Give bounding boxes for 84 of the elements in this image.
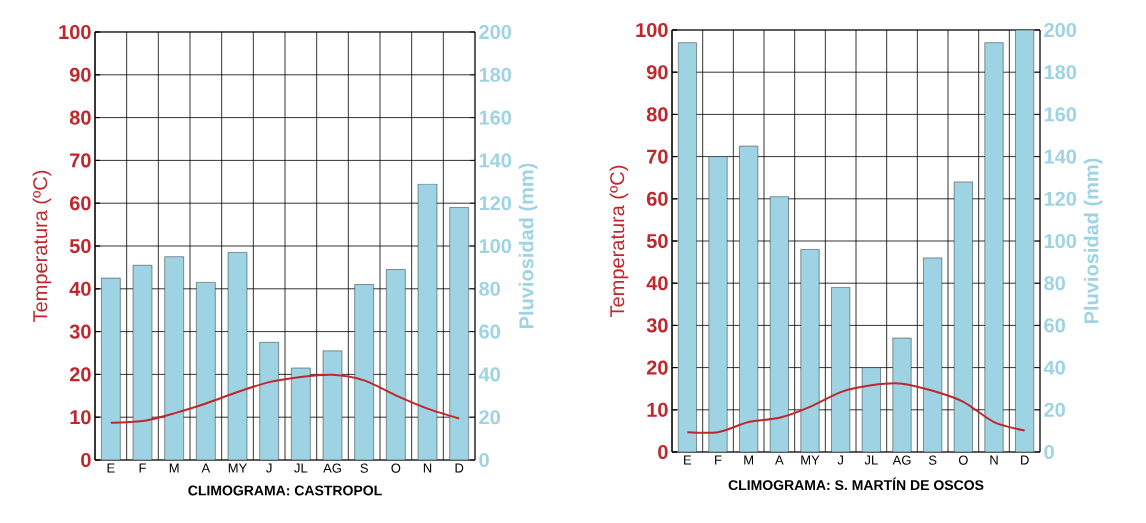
y-tick-label: 50 xyxy=(646,233,668,249)
y-tick-label: 20 xyxy=(646,360,668,375)
x-tick-label: MY xyxy=(228,463,247,473)
x-tick-label: N xyxy=(423,463,432,473)
y-tick-label: 70 xyxy=(70,153,91,168)
bar xyxy=(196,282,216,460)
y2-tick-label: 140 xyxy=(1044,149,1077,164)
line-series xyxy=(686,382,1026,434)
y2-tick-label: 100 xyxy=(479,238,512,254)
x-tick-label: J xyxy=(266,463,272,473)
y2-tick-label: 180 xyxy=(1044,65,1077,80)
y2-tick-label: 40 xyxy=(478,367,500,382)
y-tick-label: 100 xyxy=(636,22,668,38)
x-tick-label: AG xyxy=(323,463,341,473)
y2-tick-label: 60 xyxy=(479,324,500,339)
bar xyxy=(101,278,121,460)
y-tick-label: 50 xyxy=(69,238,91,254)
y2-tick-label: 140 xyxy=(479,153,512,168)
y-axis-title: Temperatura (ºC) xyxy=(32,170,52,322)
x-tick-label: F xyxy=(139,463,146,473)
x-tick-label: M xyxy=(744,455,754,465)
y2-tick-label: 160 xyxy=(1044,107,1077,122)
y2-tick-label: 60 xyxy=(1044,318,1065,333)
y-tick-label: 0 xyxy=(658,444,668,460)
y-tick-label: 10 xyxy=(647,402,668,417)
text: CLIMOGRAMA: S. MARTÍN DE OSCOS xyxy=(728,477,984,491)
x-tick-label: M xyxy=(169,463,179,473)
y-tick-label: 60 xyxy=(646,191,668,206)
y-tick-label: 10 xyxy=(70,410,91,425)
line-series xyxy=(109,373,461,424)
y-tick-label: 0 xyxy=(81,452,91,468)
x-tick-label: N xyxy=(990,455,998,465)
x-tick-label: F xyxy=(715,455,722,465)
x-tick-label: E xyxy=(107,463,115,473)
x-tick-label: J xyxy=(837,455,843,465)
y2-tick-label: 80 xyxy=(1044,276,1065,291)
bar xyxy=(449,207,469,460)
text: CLIMOGRAMA: CASTROPOL xyxy=(188,485,382,496)
bar xyxy=(259,342,279,460)
y2-tick-label: 180 xyxy=(479,67,512,82)
y-tick-label: 70 xyxy=(647,149,668,164)
x-tick-label: JL xyxy=(864,455,878,465)
x-tick-label: AG xyxy=(892,455,911,465)
x-tick-label: O xyxy=(958,455,968,465)
y-tick-label: 60 xyxy=(69,196,91,211)
y2-tick-label: 120 xyxy=(1044,191,1077,206)
x-tick-label: MY xyxy=(801,455,820,465)
y-tick-label: 90 xyxy=(69,67,91,82)
y-tick-label: 40 xyxy=(646,276,668,291)
y-tick-label: 30 xyxy=(646,318,668,333)
y2-tick-label: 120 xyxy=(479,196,512,211)
x-tick-label: D xyxy=(1021,455,1029,465)
y2-tick-label: 200 xyxy=(479,24,512,40)
y2-tick-label: 40 xyxy=(1043,360,1065,375)
x-tick-label: A xyxy=(201,463,211,473)
y-tick-label: 90 xyxy=(646,65,668,80)
x-tick-label: S xyxy=(928,455,937,465)
y2-axis-title: Pluviosidad (mm) xyxy=(1083,158,1103,324)
y2-tick-label: 80 xyxy=(479,281,500,296)
bar xyxy=(386,269,406,460)
y-tick-label: 40 xyxy=(69,281,91,296)
y-tick-label: 30 xyxy=(69,324,91,339)
y2-tick-label: 20 xyxy=(1044,402,1065,417)
y2-tick-label: 200 xyxy=(1044,22,1077,38)
y2-tick-label: 20 xyxy=(479,410,500,425)
y2-tick-label: 160 xyxy=(479,110,512,125)
x-tick-label: A xyxy=(775,455,784,465)
y2-tick-label: 0 xyxy=(479,452,489,468)
bar xyxy=(291,367,311,460)
y2-tick-label: 100 xyxy=(1044,233,1077,249)
y-axis-title: Temperatura (ºC) xyxy=(609,165,629,317)
bar xyxy=(354,284,374,460)
y-tick-label: 80 xyxy=(646,107,668,122)
x-tick-label: D xyxy=(455,463,464,473)
y-tick-label: 100 xyxy=(59,24,91,40)
y2-axis-title: Pluviosidad (mm) xyxy=(518,163,538,329)
x-tick-label: JL xyxy=(294,463,308,473)
bar xyxy=(164,256,184,460)
x-tick-label: O xyxy=(391,463,401,473)
x-tick-label: E xyxy=(684,455,692,465)
y-tick-label: 20 xyxy=(69,367,91,382)
x-tick-label: S xyxy=(360,463,368,473)
y-tick-label: 80 xyxy=(69,110,91,125)
y2-tick-label: 0 xyxy=(1044,444,1054,460)
